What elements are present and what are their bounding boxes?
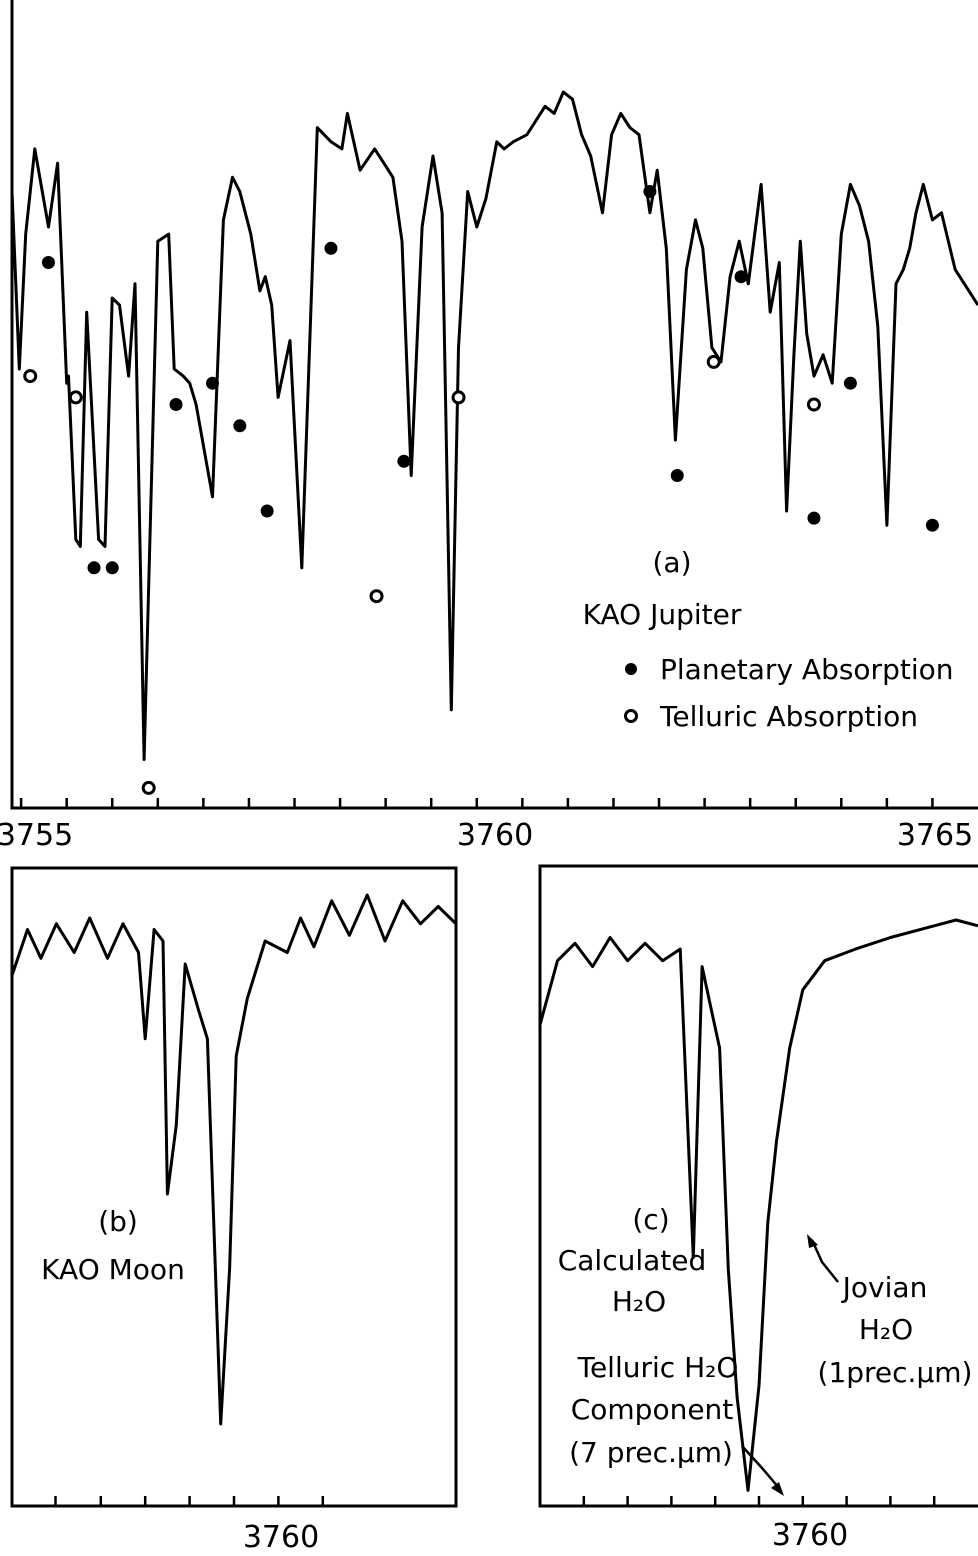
panel-a-frame: [10, 0, 978, 810]
planetary-absorption-marker: [233, 419, 247, 433]
planetary-absorption-marker: [41, 256, 55, 269]
panel-a-planetary-markers: [41, 185, 939, 575]
planetary-absorption-marker: [925, 518, 939, 532]
jovian-annotation-line2: H₂O: [859, 1313, 913, 1346]
panel-a-ticks: [19, 798, 934, 808]
panel-a-title: KAO Jupiter: [583, 598, 742, 631]
panel-c-tick-label-3760: 3760: [772, 1518, 848, 1553]
jovian-annotation-line3: (1prec.μm): [818, 1356, 973, 1389]
panel-c-title-line1: Calculated: [558, 1244, 707, 1277]
panel-b: 3760 (b) KAO Moon: [10, 866, 458, 1555]
telluric-absorption-marker: [706, 354, 721, 369]
planetary-absorption-marker: [643, 185, 657, 198]
panel-a-tick-label-3760: 3760: [457, 818, 533, 853]
planetary-absorption-marker: [87, 561, 101, 575]
legend-telluric-marker: [624, 709, 638, 723]
panel-b-tick-label-3760: 3760: [243, 1520, 319, 1555]
panel-c-spectrum-line: [538, 918, 978, 1492]
telluric-absorption-marker: [23, 369, 38, 384]
legend-telluric-label: Telluric Absorption: [659, 700, 918, 733]
planetary-absorption-marker: [734, 270, 748, 284]
planetary-absorption-marker: [324, 241, 338, 255]
telluric-absorption-marker: [806, 397, 821, 412]
telluric-absorption-marker: [141, 780, 156, 795]
panel-a-tick-label-3755: 3755: [0, 818, 73, 853]
panel-a-telluric-markers: [23, 354, 821, 795]
planetary-absorption-marker: [397, 454, 411, 468]
legend-planetary-marker: [625, 663, 637, 675]
panel-b-ticks: [54, 1496, 325, 1506]
planetary-absorption-marker: [205, 376, 219, 390]
panel-a-label: (a): [652, 546, 691, 579]
planetary-absorption-marker: [260, 504, 274, 518]
planetary-absorption-marker: [105, 561, 119, 575]
telluric-absorption-marker: [68, 390, 83, 405]
panel-c-ticks: [582, 1496, 936, 1506]
jovian-arrow: [807, 1234, 839, 1283]
telluric-arrow: [741, 1445, 784, 1496]
jovian-annotation-line1: Jovian: [841, 1271, 928, 1304]
planetary-absorption-marker: [807, 511, 821, 525]
panel-b-frame: [10, 866, 458, 1508]
telluric-annotation-line1: Telluric H₂O: [577, 1351, 739, 1384]
panel-b-spectrum-line: [10, 893, 458, 1426]
panel-b-label: (b): [98, 1205, 138, 1238]
panel-b-title: KAO Moon: [41, 1253, 185, 1286]
telluric-annotation-line2: Component: [571, 1393, 734, 1426]
planetary-absorption-marker: [670, 469, 684, 482]
panel-c-title-line2: H₂O: [612, 1285, 666, 1318]
panel-c: 3760 (c) Calculated H₂O Jovian H₂O (1pre…: [538, 864, 978, 1553]
telluric-absorption-marker: [369, 589, 384, 604]
legend-planetary-label: Planetary Absorption: [660, 653, 953, 686]
telluric-annotation-line3: (7 prec.μm): [569, 1436, 733, 1469]
telluric-absorption-marker: [451, 390, 466, 405]
panel-a-spectrum-line: [10, 90, 978, 761]
panel-a: 3755 3760 3765 (a) KAO Jupiter Planetary…: [0, 0, 978, 853]
panel-c-label: (c): [632, 1203, 669, 1236]
planetary-absorption-marker: [843, 376, 857, 390]
planetary-absorption-marker: [169, 398, 183, 411]
panel-a-tick-label-3765: 3765: [897, 818, 973, 853]
